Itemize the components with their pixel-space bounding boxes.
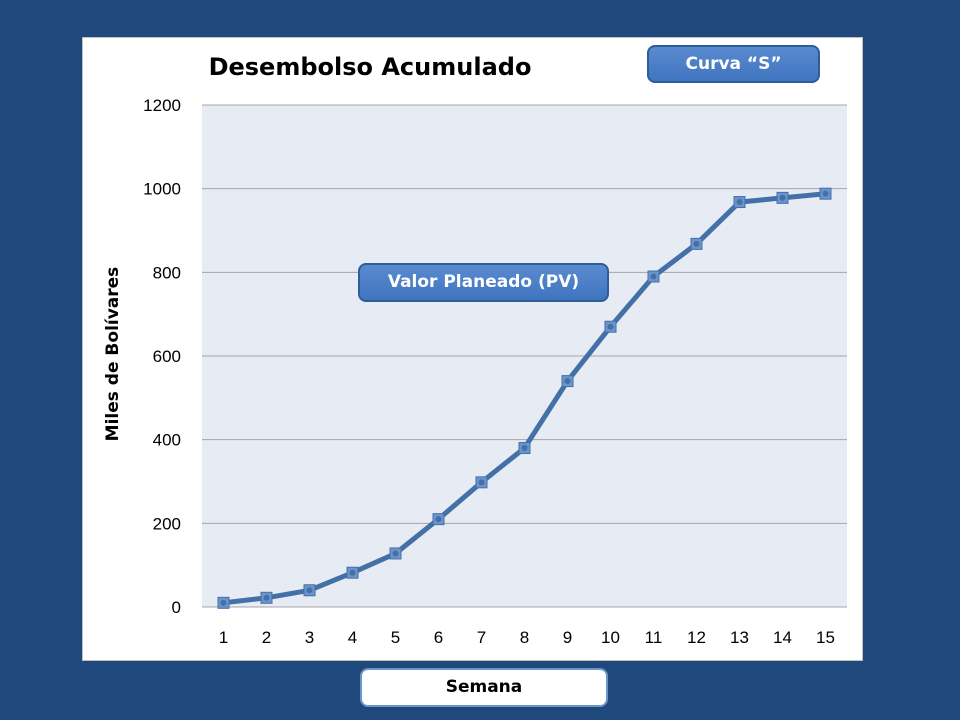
y-tick-label: 600 [153, 347, 181, 366]
x-tick-label: 2 [262, 628, 271, 647]
y-tick-label: 400 [153, 431, 181, 450]
x-axis-title: Semana [360, 668, 608, 707]
data-point-center [822, 190, 829, 197]
y-tick-label: 1000 [143, 180, 181, 199]
y-tick-label: 0 [172, 598, 181, 617]
data-point-center [306, 587, 313, 594]
data-point-center [607, 323, 614, 330]
y-tick-labels: 0 200 400 600 800 1000 1200 [143, 96, 181, 617]
y-tick-label: 200 [153, 514, 181, 533]
data-point-center [435, 516, 442, 523]
x-tick-label: 15 [816, 628, 835, 647]
data-point-center [521, 445, 528, 452]
curve-s-badge: Curva “S” [647, 45, 820, 83]
x-tick-label: 9 [563, 628, 572, 647]
x-tick-label: 10 [601, 628, 620, 647]
series-markers [217, 187, 832, 609]
x-tick-label: 5 [391, 628, 400, 647]
data-point-center [564, 378, 571, 385]
data-point-center [349, 569, 356, 576]
x-tick-label: 4 [348, 628, 357, 647]
chart-title: Desembolso Acumulado [208, 53, 532, 81]
x-tick-label: 6 [434, 628, 443, 647]
x-tick-label: 3 [305, 628, 314, 647]
x-tick-label: 13 [730, 628, 749, 647]
series-label-callout: Valor Planeado (PV) [358, 263, 609, 302]
data-point-center [736, 199, 743, 206]
data-point-center [693, 240, 700, 247]
x-tick-labels: 1 2 3 4 5 6 7 8 9 10 11 12 13 14 15 [219, 628, 835, 647]
x-tick-label: 14 [773, 628, 792, 647]
data-point-center [779, 194, 786, 201]
x-tick-label: 7 [477, 628, 486, 647]
y-tick-label: 800 [153, 263, 181, 282]
data-point-center [478, 479, 485, 486]
data-point-center [263, 594, 270, 601]
x-tick-label: 11 [645, 628, 663, 647]
data-point-center [650, 273, 657, 280]
data-point-center [392, 550, 399, 557]
data-point-center [220, 599, 227, 606]
y-tick-label: 1200 [143, 96, 181, 115]
x-tick-label: 12 [687, 628, 706, 647]
x-tick-label: 8 [520, 628, 529, 647]
x-tick-label: 1 [219, 628, 228, 647]
